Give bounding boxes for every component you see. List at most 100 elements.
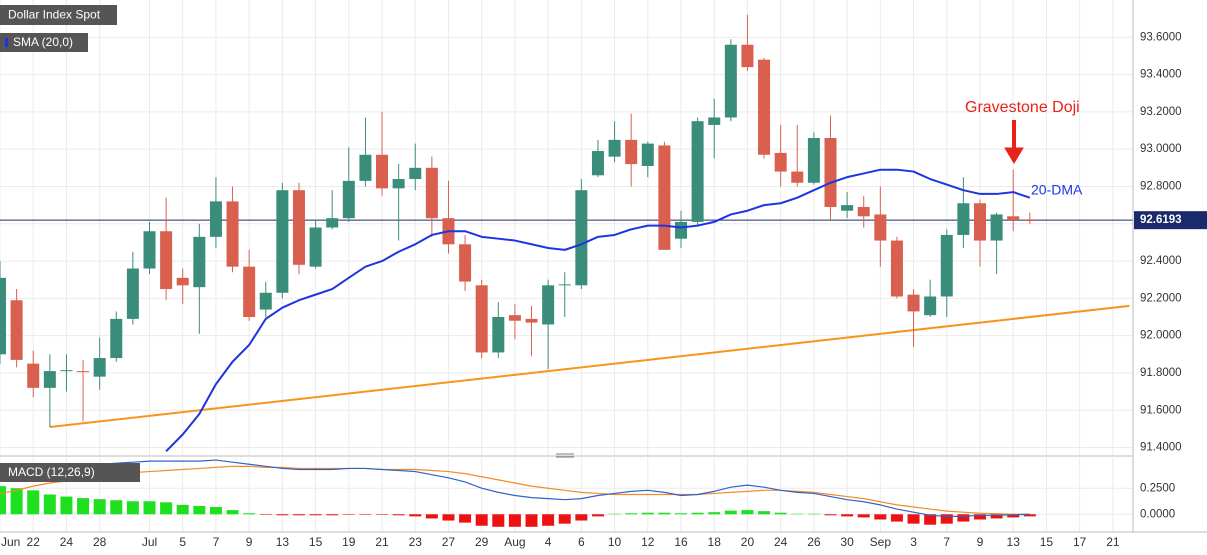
x-tick-label: 20: [741, 535, 755, 549]
macd-histogram-bar: [691, 512, 704, 515]
macd-histogram-bar: [558, 514, 571, 524]
legend-text: MACD (12,26,9): [8, 465, 95, 479]
x-tick-label: 24: [60, 535, 74, 549]
macd-histogram-bar: [110, 500, 123, 515]
legend-box: [0, 463, 140, 482]
y-tick-label: 93.4000: [1140, 69, 1182, 81]
candle-body: [791, 171, 804, 183]
y-tick-label: 93.0000: [1140, 143, 1182, 155]
macd-histogram-bar: [890, 514, 903, 522]
x-tick-label: 12: [641, 535, 655, 549]
y-tick-label: 0.2500: [1140, 482, 1175, 494]
separator-handle[interactable]: [556, 453, 574, 458]
candle-body: [43, 371, 56, 388]
x-tick-label: 21: [375, 535, 389, 549]
x-tick-label: 15: [1040, 535, 1054, 549]
candle-body: [774, 152, 787, 172]
macd-histogram-bar: [326, 514, 339, 516]
candle-body: [77, 371, 90, 373]
legend-box: [0, 5, 117, 25]
macd-histogram-bar: [641, 512, 654, 515]
candle-body: [691, 121, 704, 222]
macd-histogram-bar: [575, 514, 588, 521]
macd-histogram-bar: [176, 504, 189, 515]
macd-histogram-bar: [77, 498, 90, 515]
candle-body: [625, 139, 638, 165]
candle-body: [940, 234, 953, 297]
legend-swatch: [5, 38, 8, 47]
macd-histogram-bar: [392, 514, 405, 516]
candle-body: [475, 285, 488, 353]
candle-body: [675, 221, 688, 239]
candle-body: [392, 179, 405, 189]
candle-body: [641, 143, 654, 166]
candle-body: [907, 294, 920, 312]
candle-body: [525, 318, 538, 323]
macd-histogram-bar: [93, 499, 106, 515]
candle-body: [558, 284, 571, 286]
candle-body: [226, 201, 239, 267]
candle-body: [0, 277, 6, 355]
candle-body: [874, 214, 887, 241]
macd-histogram-bar: [1023, 514, 1036, 517]
candle-body: [708, 117, 721, 125]
macd-histogram-bar: [442, 514, 455, 521]
x-tick-label: 18: [708, 535, 722, 549]
macd-histogram-bar: [957, 514, 970, 522]
macd-histogram-bar: [376, 514, 389, 515]
candle-body: [492, 317, 505, 353]
candle-body: [126, 268, 139, 319]
macd-histogram-bar: [459, 514, 472, 523]
macd-histogram-bar: [591, 514, 604, 517]
macd-histogram-bar: [309, 514, 322, 516]
x-tick-label: 16: [674, 535, 688, 549]
candle-body: [841, 205, 854, 211]
candle-body: [1007, 216, 1020, 221]
y-tick-label: 91.6000: [1140, 404, 1182, 416]
macd-histogram-bar: [409, 514, 422, 517]
x-tick-label: 21: [1106, 535, 1120, 549]
macd-histogram-bar: [10, 488, 23, 515]
candle-body: [193, 236, 206, 288]
legend-title: Dollar Index Spot: [0, 5, 117, 25]
macd-histogram-bar: [160, 502, 173, 515]
x-tick-label: 5: [179, 535, 186, 549]
macd-histogram-bar: [259, 514, 272, 515]
macd-histogram-bar: [342, 514, 355, 515]
candle-body: [608, 139, 621, 157]
signal-line: [0, 465, 1030, 515]
x-tick-label: 23: [409, 535, 423, 549]
trendline: [49, 304, 1130, 429]
x-tick-label: 26: [807, 535, 821, 549]
candle-body: [1023, 220, 1036, 222]
macd-histogram-bar: [27, 490, 40, 515]
macd-histogram-bar: [525, 514, 538, 527]
macd-histogram-bar: [126, 501, 139, 515]
candle-body: [741, 44, 754, 68]
x-tick-label: 6: [578, 535, 585, 549]
macd-histogram-bar: [658, 512, 671, 515]
candle-body: [542, 285, 555, 325]
macd-histogram-bar: [990, 514, 1003, 519]
candle-body: [326, 218, 339, 228]
x-tick-label: 7: [213, 535, 220, 549]
y-tick-label: 92.2000: [1140, 292, 1182, 304]
x-tick-label: 17: [1073, 535, 1087, 549]
macd-panel: [0, 459, 1036, 527]
x-tick-label: 19: [342, 535, 356, 549]
macd-histogram-bar: [841, 514, 854, 517]
legend-macd: MACD (12,26,9): [0, 463, 140, 482]
candle-body: [110, 318, 123, 359]
legend-text: SMA (20,0): [13, 35, 73, 49]
macd-histogram-bar: [292, 514, 305, 516]
macd-histogram-bar: [708, 512, 721, 515]
sma-line: [165, 168, 1031, 452]
annotation: Gravestone Doji: [965, 99, 1080, 116]
macd-histogram-bar: [193, 505, 206, 515]
y-tick-label: 0.0000: [1140, 508, 1175, 520]
x-tick-label: 27: [442, 535, 456, 549]
y-tick-label: 91.4000: [1140, 442, 1182, 454]
macd-histogram-bar: [492, 514, 505, 527]
